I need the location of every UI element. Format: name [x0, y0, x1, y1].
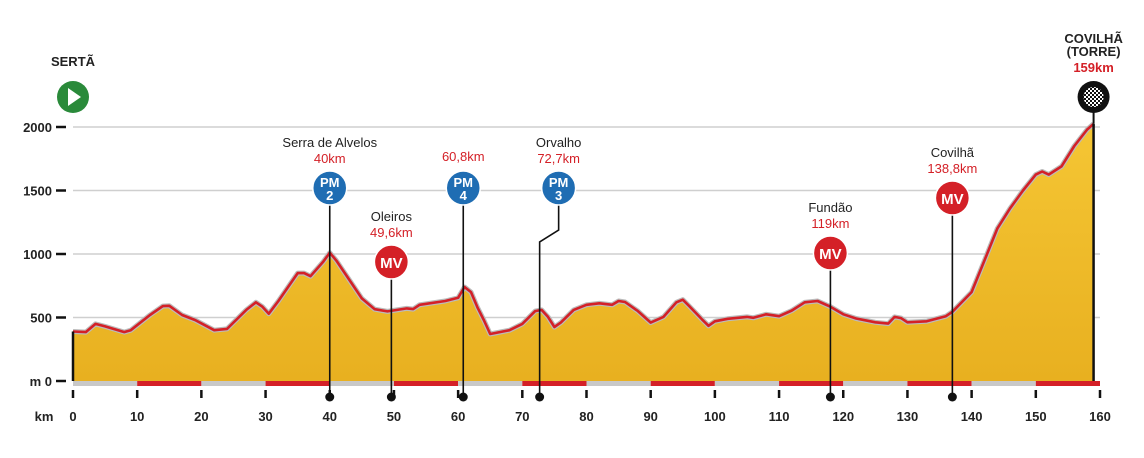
- x-unit-label: km: [35, 409, 54, 424]
- pm-badge-label: PM: [454, 175, 474, 190]
- sector-bar-grey: [73, 381, 138, 386]
- pm-category: 3: [555, 188, 562, 203]
- mv-badge: [373, 244, 410, 280]
- x-tick-label: 130: [897, 409, 919, 424]
- x-tick-label: 10: [130, 409, 144, 424]
- sector-bar-red: [1035, 381, 1100, 386]
- sector-bar-red: [907, 381, 972, 386]
- marker-name: Oleiros: [371, 209, 413, 224]
- sector-bar-grey: [201, 381, 266, 386]
- pm-badge: [312, 170, 348, 206]
- y-tick-label: m 0: [30, 374, 52, 389]
- x-tick-label: 120: [832, 409, 854, 424]
- pm-category: 2: [326, 188, 333, 203]
- marker-dot: [325, 392, 335, 402]
- finish-name-2: (TORRE): [1067, 44, 1121, 59]
- marker-name: Covilhã: [931, 145, 975, 160]
- sector-bar-grey: [971, 381, 1036, 386]
- marker-dot: [535, 392, 545, 402]
- mv-badge-label: MV: [819, 246, 842, 263]
- profile-area: [71, 121, 1096, 382]
- mv-badge: [812, 235, 849, 271]
- sector-bar-grey: [843, 381, 908, 386]
- x-tick-label: 80: [579, 409, 593, 424]
- marker-distance: 40km: [314, 151, 346, 166]
- marker-name: Orvalho: [536, 135, 582, 150]
- x-tick-label: 20: [194, 409, 208, 424]
- sector-bar-red: [650, 381, 715, 386]
- sector-bar-grey: [458, 381, 523, 386]
- sector-bar-grey: [714, 381, 780, 386]
- marker-distance: 72,7km: [537, 151, 580, 166]
- finish-name: COVILHÃ: [1064, 31, 1123, 46]
- marker-distance: 60,8km: [442, 149, 485, 164]
- sector-bar-red: [265, 381, 330, 386]
- marker-distance: 49,6km: [370, 225, 413, 240]
- x-tick-label: 50: [387, 409, 401, 424]
- x-tick-label: 70: [515, 409, 529, 424]
- sector-bar-red: [522, 381, 587, 386]
- profile-fill: [73, 123, 1094, 382]
- sector-bar-grey: [329, 381, 394, 386]
- pm-badge: [540, 170, 577, 206]
- x-tick-label: 100: [704, 409, 726, 424]
- mv-badge: [934, 180, 971, 216]
- marker-dot: [458, 392, 468, 402]
- profile-line: [72, 122, 1095, 336]
- checkered-flag-icon: [1083, 87, 1104, 107]
- marker-start: SERTÃ: [51, 54, 96, 113]
- marker-distance: 119km: [811, 216, 849, 231]
- finish-distance: 159km: [1073, 60, 1113, 75]
- y-tick-label: 1000: [23, 247, 52, 262]
- marker-distance: 138,8km: [927, 161, 977, 176]
- axes: m 0 500 1000 1500 2000 0 10 20 30 40 50 60 70 80 90 100…: [23, 120, 1111, 424]
- marker-name: Serra de Alvelos: [282, 135, 377, 150]
- y-tick-label: 1500: [23, 184, 52, 199]
- sector-bar-red: [137, 381, 202, 386]
- marker-stem: [538, 188, 560, 397]
- marker-dot: [386, 392, 396, 402]
- marker-pm: PM4 60,8km: [442, 149, 485, 402]
- x-tick-label: 90: [643, 409, 657, 424]
- sector-bar-red: [393, 381, 459, 386]
- x-tick-label: 110: [769, 409, 790, 424]
- x-tick-label: 0: [69, 409, 76, 424]
- marker-finish: COVILHÃ(TORRE)159km: [1064, 31, 1123, 124]
- pm-badge-label: PM: [549, 175, 569, 190]
- play-icon: [68, 88, 81, 106]
- start-name: SERTÃ: [51, 54, 96, 69]
- x-tick-label: 60: [451, 409, 465, 424]
- x-tick-label: 160: [1089, 409, 1111, 424]
- y-tick-label: 2000: [23, 120, 52, 135]
- x-tick-label: 40: [323, 409, 337, 424]
- marker-dot: [947, 392, 957, 402]
- x-tick-label: 30: [258, 409, 272, 424]
- pm-category: 4: [460, 188, 468, 203]
- mv-badge-label: MV: [380, 255, 403, 272]
- marker-name: Fundão: [808, 200, 852, 215]
- pm-badge-label: PM: [320, 175, 340, 190]
- x-tick-label: 150: [1025, 409, 1047, 424]
- x-tick-label: 140: [961, 409, 983, 424]
- sector-bar-red: [779, 381, 844, 386]
- marker-dot: [825, 392, 835, 402]
- y-tick-label: 500: [30, 311, 52, 326]
- sector-bar-grey: [586, 381, 651, 386]
- pm-badge: [445, 170, 482, 206]
- mv-badge-label: MV: [941, 191, 964, 208]
